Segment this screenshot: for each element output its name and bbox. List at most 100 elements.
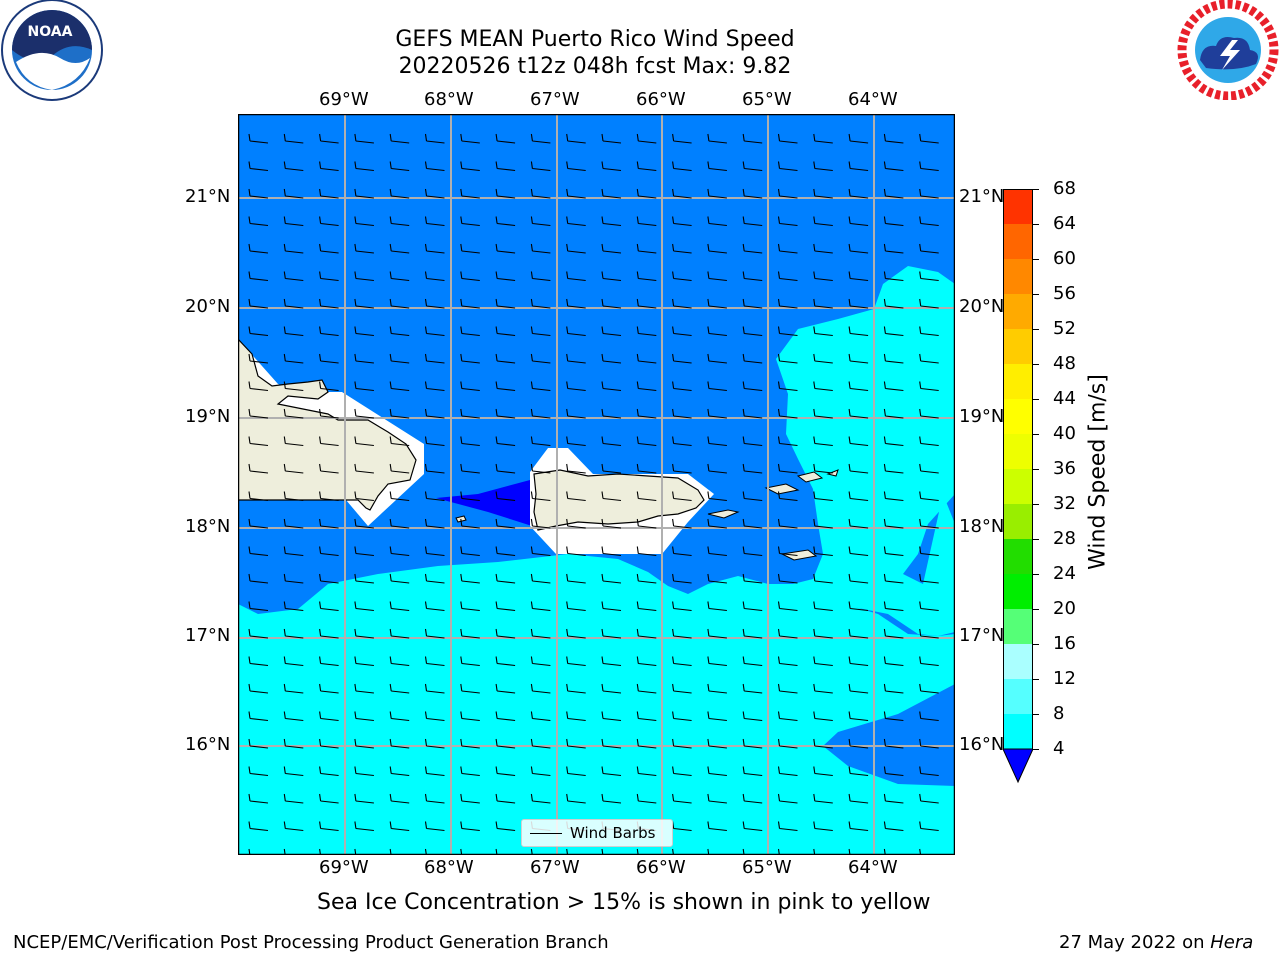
wind-barb — [742, 766, 763, 777]
wind-barb — [636, 601, 657, 612]
wind-barb — [530, 271, 551, 282]
wind-barb — [813, 711, 833, 722]
colorbar-tick-mark — [1033, 294, 1039, 295]
wind-barb — [883, 573, 904, 584]
colorbar-tick-mark — [1033, 399, 1039, 400]
wind-barb — [566, 573, 586, 584]
colorbar-band — [1003, 434, 1033, 470]
wind-barb — [919, 683, 939, 694]
colorbar-tick-mark — [1033, 749, 1039, 750]
title-line-1: GEFS MEAN Puerto Rico Wind Speed — [395, 27, 795, 52]
wind-barb — [354, 793, 374, 804]
wind-barb — [460, 353, 480, 364]
wind-barb — [883, 793, 904, 804]
wind-barb — [389, 601, 410, 612]
wind-barb — [566, 381, 586, 392]
wind-barb — [530, 353, 551, 364]
colorbar-tick-label: 56 — [1053, 283, 1076, 304]
wind-barb — [777, 656, 798, 667]
wind-barb — [883, 216, 904, 227]
wind-barb — [389, 161, 410, 172]
wind-barb — [283, 353, 304, 364]
lon-label-top-67w: 67°W — [530, 89, 580, 110]
wind-barb — [389, 381, 410, 392]
wind-barb — [813, 326, 833, 337]
wind-barb — [530, 161, 551, 172]
footer-branch: NCEP/EMC/Verification Post Processing Pr… — [13, 932, 609, 953]
lon-label-top-69w: 69°W — [319, 89, 369, 110]
wind-barb — [848, 133, 869, 144]
wind-barb — [742, 243, 763, 254]
wind-barb — [530, 463, 551, 474]
wind-barb — [636, 711, 657, 722]
wind-barb — [319, 573, 339, 584]
colorbar-tick-mark — [1033, 609, 1039, 610]
wind-barb — [883, 188, 904, 199]
wind-barb — [883, 271, 904, 282]
wind-barb — [848, 463, 869, 474]
wind-barb — [495, 546, 516, 557]
wind-barb — [495, 326, 516, 337]
wind-barb — [424, 573, 445, 584]
wind-barb — [813, 243, 833, 254]
wind-barb — [883, 601, 904, 612]
wind-region-below-4 — [436, 480, 532, 526]
wind-barb — [601, 766, 622, 777]
wind-barb — [707, 546, 727, 557]
wind-barb — [530, 243, 551, 254]
wind-barb — [354, 408, 374, 419]
wind-barb — [707, 298, 727, 309]
wind-barb — [354, 298, 374, 309]
wind-barb — [283, 793, 304, 804]
lat-label-right-21n: 21°N — [959, 186, 1005, 207]
wind-barb — [813, 353, 833, 364]
wind-barb — [530, 436, 551, 447]
wind-barb — [389, 243, 410, 254]
wind-barb — [707, 711, 727, 722]
wind-barb — [319, 656, 339, 667]
wind-barb — [460, 766, 480, 777]
wind-barb — [777, 573, 798, 584]
colorbar-tick-label: 44 — [1053, 388, 1076, 409]
wind-barb — [813, 766, 833, 777]
wind-barb — [389, 216, 410, 227]
wind-barb — [813, 381, 833, 392]
wind-barb — [283, 188, 304, 199]
wind-barb — [848, 353, 869, 364]
wind-barb — [848, 408, 869, 419]
wind-barb — [707, 326, 727, 337]
wind-barb — [848, 491, 869, 502]
wind-barb — [460, 408, 480, 419]
wind-barb — [636, 738, 657, 749]
wind-barb — [495, 601, 516, 612]
wind-barb — [919, 353, 939, 364]
wind-barb — [495, 573, 516, 584]
wind-barb — [354, 188, 374, 199]
wind-barb — [530, 601, 551, 612]
wind-barb — [495, 271, 516, 282]
wind-barb — [389, 133, 410, 144]
wind-barb — [777, 766, 798, 777]
wind-barb — [283, 821, 304, 832]
wind-barb — [883, 161, 904, 172]
wind-barb — [883, 463, 904, 474]
colorbar-tick-mark — [1033, 434, 1039, 435]
lon-label-top-64w: 64°W — [848, 89, 898, 110]
wind-barb — [460, 711, 480, 722]
wind-barb — [424, 518, 445, 529]
colorbar-tick-label: 28 — [1053, 528, 1076, 549]
wind-barb — [389, 298, 410, 309]
wind-barb — [566, 793, 586, 804]
wind-barb — [460, 188, 480, 199]
wind-barb — [848, 326, 869, 337]
wind-barb — [742, 353, 763, 364]
wind-barb — [319, 408, 339, 419]
colorbar-tick-label: 36 — [1053, 458, 1076, 479]
wind-barb — [742, 821, 763, 832]
wind-barb — [424, 353, 445, 364]
land-vieques — [707, 509, 740, 519]
wind-barb — [636, 683, 657, 694]
wind-barb — [883, 408, 904, 419]
wind-barb — [707, 683, 727, 694]
wind-barb — [636, 353, 657, 364]
